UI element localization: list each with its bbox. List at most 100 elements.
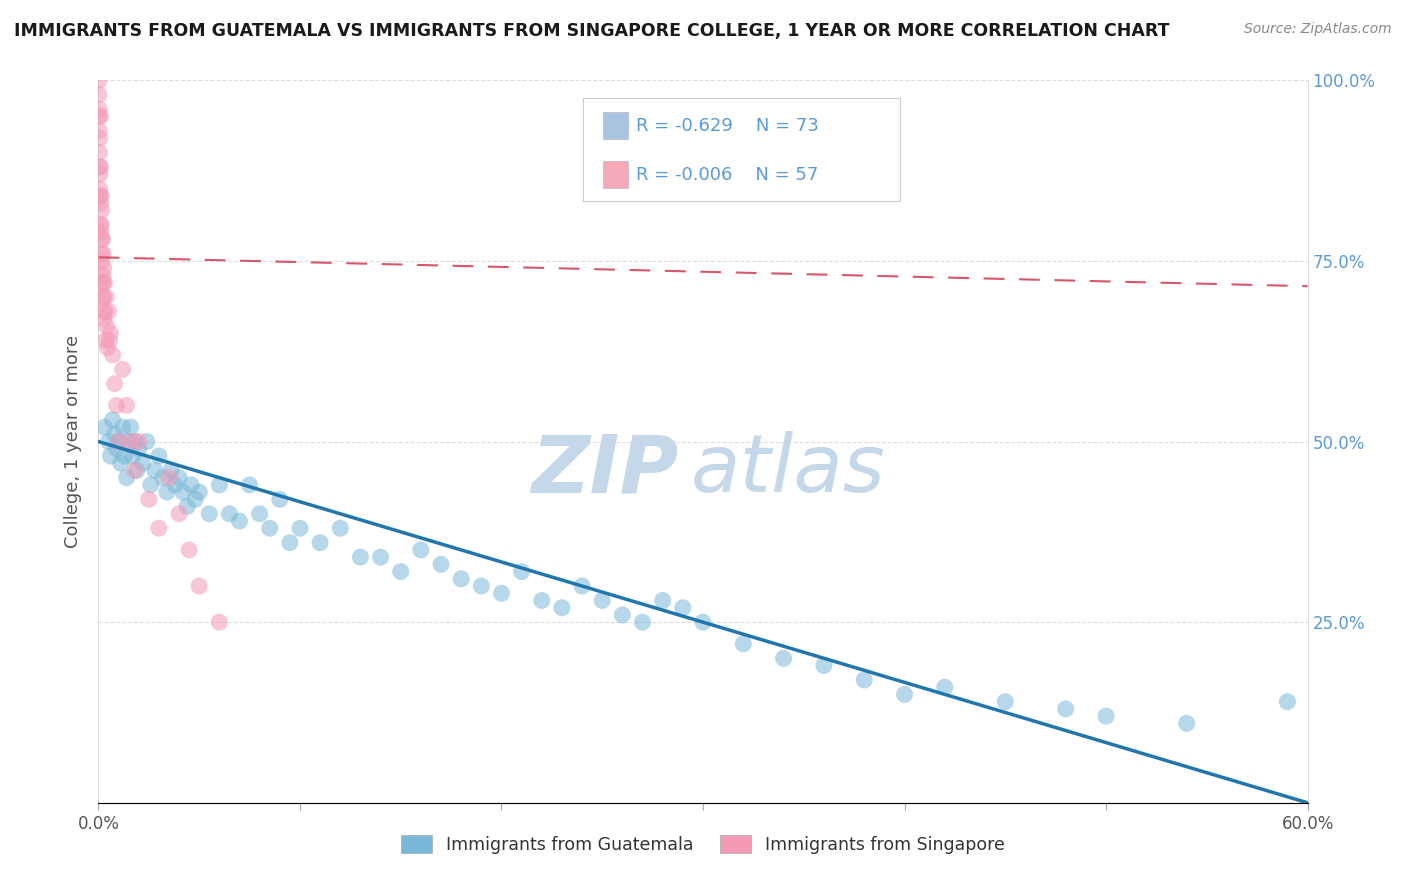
Point [94, 290, 117, 304]
Point [111, 362, 134, 376]
Point [90, 218, 112, 232]
Point [188, 485, 211, 500]
Point [97, 434, 120, 449]
Point [180, 478, 202, 492]
Point [148, 521, 170, 535]
Point [1054, 702, 1077, 716]
Point [100, 449, 122, 463]
Point [90, 196, 112, 211]
Point [90, 203, 112, 218]
Point [89, 167, 111, 181]
Point [148, 449, 170, 463]
Point [89, 124, 111, 138]
Point [269, 492, 291, 507]
Point [591, 593, 613, 607]
Point [120, 420, 142, 434]
Point [96, 341, 118, 355]
Point [93, 304, 115, 318]
Point [167, 507, 190, 521]
Point [370, 550, 392, 565]
Point [118, 434, 141, 449]
Point [893, 687, 915, 701]
Point [470, 579, 492, 593]
Point [994, 695, 1017, 709]
Point [172, 485, 194, 500]
Point [143, 463, 166, 477]
Point [91, 290, 114, 304]
Point [692, 615, 714, 630]
Point [278, 535, 301, 549]
Point [120, 434, 142, 449]
Point [651, 593, 673, 607]
Point [89, 131, 111, 145]
Point [163, 478, 186, 492]
Point [259, 521, 281, 535]
Point [551, 600, 574, 615]
Point [91, 276, 114, 290]
Point [1277, 695, 1299, 709]
Y-axis label: College, 1 year or more: College, 1 year or more [65, 335, 83, 548]
Point [631, 615, 654, 630]
Point [124, 463, 146, 477]
Text: atlas: atlas [690, 432, 886, 509]
Point [409, 542, 432, 557]
Point [184, 492, 207, 507]
Point [94, 304, 117, 318]
Point [89, 218, 111, 232]
Text: ZIP: ZIP [531, 432, 679, 509]
Point [349, 550, 371, 565]
Text: IMMIGRANTS FROM GUATEMALA VS IMMIGRANTS FROM SINGAPORE COLLEGE, 1 YEAR OR MORE C: IMMIGRANTS FROM GUATEMALA VS IMMIGRANTS … [14, 22, 1170, 40]
Point [124, 434, 146, 449]
Point [188, 579, 211, 593]
Point [813, 658, 835, 673]
Point [89, 102, 111, 116]
Point [128, 442, 150, 456]
Point [179, 542, 201, 557]
Point [176, 500, 198, 514]
Point [87, 87, 110, 102]
Point [1095, 709, 1118, 723]
Point [93, 261, 115, 276]
Point [329, 521, 352, 535]
Point [98, 334, 121, 348]
Point [491, 586, 513, 600]
Point [309, 535, 332, 549]
Point [105, 442, 128, 456]
Point [228, 514, 250, 528]
Point [105, 398, 128, 412]
Point [94, 334, 117, 348]
Point [97, 304, 120, 318]
Point [111, 420, 134, 434]
Point [135, 434, 157, 449]
Point [156, 485, 179, 500]
Point [249, 507, 271, 521]
Point [128, 434, 150, 449]
Point [152, 470, 174, 484]
Point [288, 521, 311, 535]
Point [107, 434, 129, 449]
Point [89, 160, 111, 174]
Point [139, 478, 162, 492]
Point [90, 225, 112, 239]
Point [389, 565, 412, 579]
Point [91, 268, 114, 283]
Point [772, 651, 794, 665]
Point [103, 376, 125, 391]
Point [91, 253, 114, 268]
Point [125, 463, 148, 477]
Point [90, 189, 112, 203]
Point [115, 398, 138, 412]
Point [157, 470, 180, 484]
Point [571, 579, 593, 593]
Point [101, 413, 124, 427]
Point [672, 600, 695, 615]
Point [160, 463, 183, 477]
Point [239, 478, 262, 492]
Point [96, 318, 118, 333]
Point [90, 246, 112, 260]
Point [93, 276, 115, 290]
Point [121, 449, 143, 463]
Point [115, 470, 138, 484]
Point [89, 189, 111, 203]
Point [89, 73, 111, 87]
